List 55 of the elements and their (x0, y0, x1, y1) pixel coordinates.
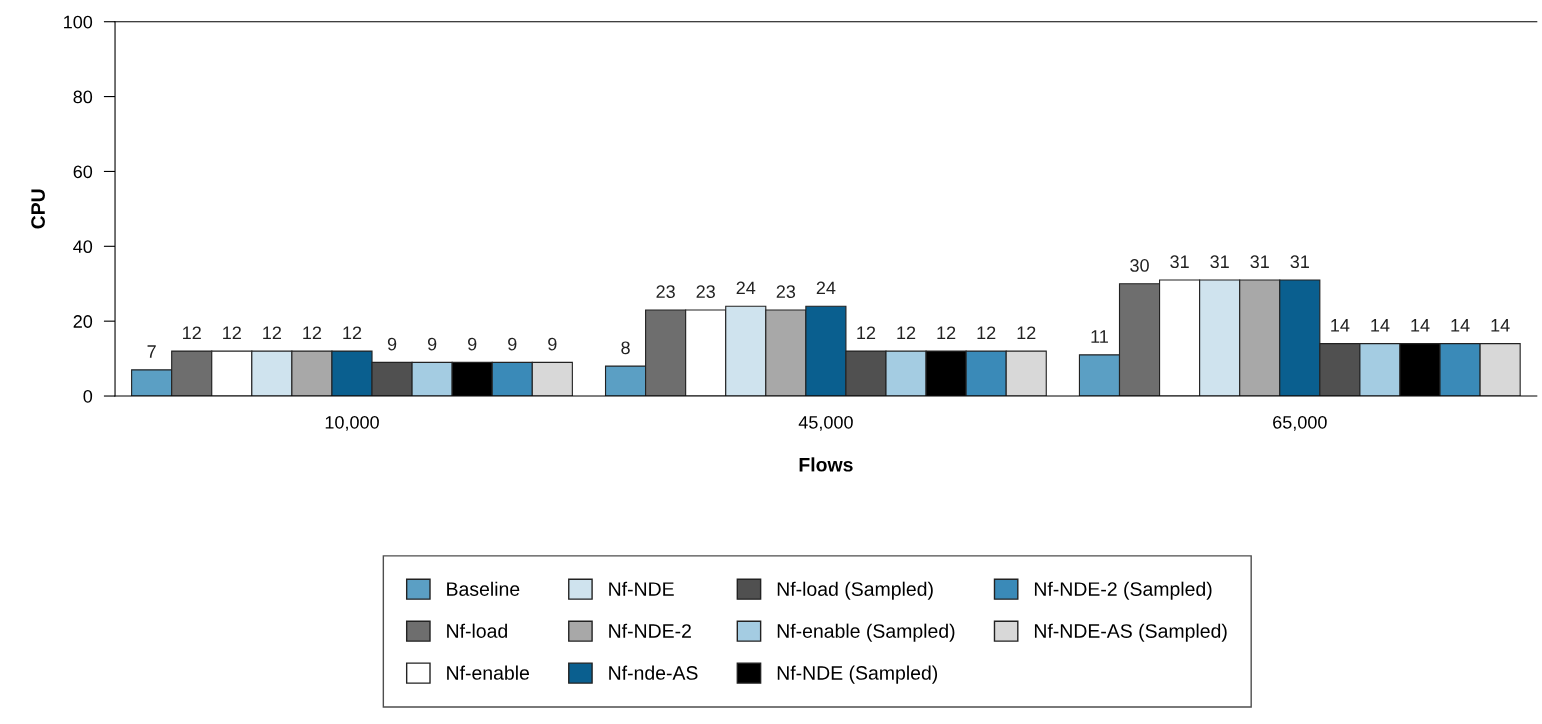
y-axis-title: CPU (31, 189, 45, 229)
legend-label: Nf-enable (Sampled) (777, 623, 955, 642)
data-label: 24 (736, 281, 756, 295)
data-label: 11 (1091, 330, 1108, 343)
data-label: 14 (1451, 319, 1470, 332)
data-label: 31 (1210, 255, 1229, 269)
data-label: 23 (776, 285, 796, 299)
legend-label: Nf-enable (447, 665, 530, 680)
data-label: 12 (857, 326, 876, 340)
data-label: 7 (147, 345, 156, 358)
data-label: 12 (183, 326, 201, 340)
data-label: 23 (696, 285, 715, 299)
data-label: 24 (816, 281, 836, 295)
data-label: 9 (548, 337, 557, 351)
data-label: 12 (977, 326, 996, 340)
y-tick-label: 0 (83, 389, 93, 403)
data-label: 12 (343, 326, 362, 340)
legend-label: Nf-NDE (609, 581, 674, 596)
legend-label: Nf-load (Sampled) (777, 581, 933, 600)
legend-label: Nf-nde-AS (609, 665, 698, 680)
data-label: 14 (1371, 319, 1390, 332)
data-label: 12 (223, 326, 241, 340)
data-label: 9 (387, 337, 397, 351)
data-label: 14 (1331, 319, 1350, 332)
data-label: 31 (1170, 255, 1189, 269)
x-tick-label: 10,000 (325, 415, 379, 431)
data-label: 31 (1290, 255, 1309, 269)
legend-label: Nf-NDE-2 (609, 623, 691, 638)
legend-label: Baseline (447, 581, 520, 596)
data-label: 12 (263, 326, 281, 340)
data-label: 9 (508, 337, 517, 351)
data-label: 31 (1250, 255, 1269, 269)
data-label: 12 (303, 326, 322, 340)
legend-label: Nf-load (447, 623, 507, 638)
y-tick-label: 80 (73, 90, 93, 104)
y-tick-label: 60 (73, 165, 93, 179)
data-label: 14 (1491, 319, 1510, 332)
legend-label: Nf-NDE-AS (Sampled) (1034, 623, 1227, 642)
y-tick-label: 20 (73, 315, 93, 328)
x-tick-label: 45,000 (798, 415, 853, 431)
data-label: 12 (897, 326, 916, 340)
data-label: 12 (937, 326, 956, 340)
data-label: 23 (656, 285, 675, 299)
data-label: 9 (427, 337, 437, 351)
legend-label: Nf-NDE-2 (Sampled) (1034, 581, 1212, 600)
x-axis-title: Flows (799, 457, 853, 472)
y-tick-label: 100 (64, 15, 93, 29)
y-tick-label: 40 (73, 240, 93, 254)
data-label: 30 (1130, 259, 1149, 272)
legend-label: Nf-NDE (Sampled) (777, 665, 938, 684)
data-label: 14 (1411, 319, 1430, 332)
data-label: 12 (1017, 326, 1036, 340)
data-label: 9 (468, 337, 477, 351)
data-label: 8 (621, 341, 630, 355)
x-tick-label: 65,000 (1273, 415, 1327, 431)
